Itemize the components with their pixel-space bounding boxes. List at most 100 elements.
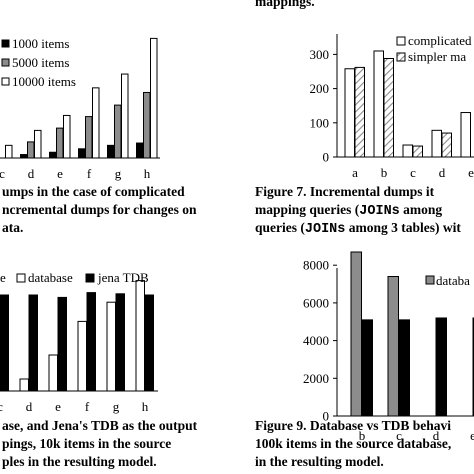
bl-x-tick-c: c [0,399,3,414]
tr-legend-swatch-2 [396,52,406,62]
tl-bar-d-3 [34,129,42,159]
tr-bar-b-2 [383,58,394,158]
tl-bar-d-2 [27,141,35,159]
tr-legend: complicated simpler ma [396,33,472,64]
br-x-tick-c: c [396,428,402,443]
tl-caption-line-1: umps in the case of complicated [2,184,185,199]
br-x-tick-labels: b c d e [359,428,474,443]
tr-bar-d-1 [431,129,442,158]
br-caption-line-2: 100k items in the source database, [255,436,451,451]
bl-x-tick-e: e [55,399,61,414]
tr-x-tick-labels: a b c d e [352,165,474,180]
tr-bar-e-1 [460,112,471,158]
br-x-tick-e: e [470,428,474,443]
tr-y-tick-100: 100 [310,115,330,130]
bl-x-tick-h: h [142,399,149,414]
br-caption-line-3: in the resulting model. [255,454,384,469]
tl-bar-f-3 [92,87,100,159]
tr-caption-line-2: mapping queries (JOINs among [255,202,442,219]
tr-bar-c-2 [412,145,423,158]
br-y-tick-6000: 6000 [303,295,329,310]
tr-x-tick-d: d [439,165,446,180]
tr-bars [344,50,471,158]
tl-bar-d-1 [20,154,28,159]
tr-x-tick-a: a [352,165,358,180]
tr-x-tick-e: e [468,165,474,180]
br-bar-b-1 [350,251,362,417]
bl-caption-line-3: ples in the resulting model. [2,454,157,469]
br-caption-line-1: Figure 9. Database vs TDB behavi [255,418,451,433]
tl-x-tick-f: f [87,166,92,181]
br-bar-c-1 [387,276,399,417]
bl-bars [0,280,154,392]
bl-bar-e-2 [57,296,67,392]
bl-bar-d-2 [28,294,38,392]
tl-legend-label-3: 10000 items [12,74,76,89]
tr-bar-c-1 [402,144,413,158]
tr-x-tick-c: c [410,165,416,180]
tr-y-tick-300: 300 [310,47,330,62]
tl-bar-e-1 [49,151,57,159]
tl-legend-swatch-2 [1,58,10,67]
tr-y-tick-0: 0 [323,150,330,165]
tl-bar-g-3 [121,73,129,159]
br-y-tick-4000: 4000 [303,333,329,348]
tr-caption-line-1: Figure 7. Incremental dumps it [255,184,435,199]
tl-legend-label-1: 1000 items [12,36,69,51]
chart-top-left: c d e f g h 1000 items 5000 items 10000 items… [0,36,197,235]
br-bar-d-2 [435,317,447,417]
bl-bar-g-1 [106,301,116,392]
bl-bar-d-1 [19,378,29,392]
tr-header-fragment: mappings. [255,0,315,9]
bl-bar-f-1 [77,320,87,392]
bl-bar-g-2 [115,293,125,392]
tl-bar-h-1 [136,142,144,159]
bl-legend-swatch-2 [85,273,95,283]
tl-bar-f-1 [78,148,86,159]
br-x-tick-d: d [433,428,440,443]
tr-legend-swatch-1 [396,36,406,46]
tr-bar-a-2 [354,66,365,158]
br-bar-c-2 [398,319,410,417]
tl-legend-swatch-3 [1,77,10,86]
tr-bar-a-1 [344,68,355,158]
tl-caption-line-3: ata. [2,220,23,235]
bl-legend-label-hidden: e [0,270,6,285]
br-x-tick-b: b [359,428,366,443]
bl-x-tick-labels: c d e f g h [0,399,149,414]
tl-x-tick-e: e [57,166,63,181]
tr-bar-d-2 [441,132,452,158]
br-y-tick-8000: 8000 [303,258,329,273]
bl-bar-f-2 [86,292,96,392]
tr-x-tick-b: b [381,165,388,180]
tl-x-tick-c: c [0,166,5,181]
chart-bottom-right: 0 2000 4000 6000 8000 b c d e databa Figure 9. … [255,251,474,469]
tl-legend-label-2: 5000 items [12,55,69,70]
bl-caption-line-2: pings, 10k items in the source [2,436,171,451]
bl-x-tick-g: g [113,399,120,414]
bl-legend-swatch-1 [16,273,26,283]
tl-bar-g-1 [107,144,115,159]
tr-legend-label-2: simpler ma [408,49,466,64]
tl-x-tick-d: d [28,166,35,181]
tr-legend-label-1: complicated [408,33,472,48]
br-legend-label-1: databa [436,273,470,288]
tl-bars [5,37,158,159]
tl-bar-e-3 [63,114,71,159]
tl-x-tick-h: h [144,166,151,181]
tl-bar-e-2 [56,127,64,159]
tr-y-tick-labels: 0 100 200 300 [310,47,337,165]
bl-x-tick-f: f [85,399,90,414]
bl-x-tick-d: d [26,399,33,414]
bl-legend-label-2: jena TDB [97,270,149,285]
tl-caption-line-2: ncremental dumps for changes on [2,202,197,217]
tl-bar-f-2 [85,116,93,159]
tl-bar-g-2 [114,104,122,159]
tl-bar-h-2 [143,91,151,159]
br-legend: databa [425,273,470,288]
tl-x-tick-g: g [115,166,122,181]
tl-x-tick-labels: c d e f g h [0,166,151,181]
tr-y-tick-200: 200 [310,81,330,96]
br-y-tick-0: 0 [323,409,330,424]
